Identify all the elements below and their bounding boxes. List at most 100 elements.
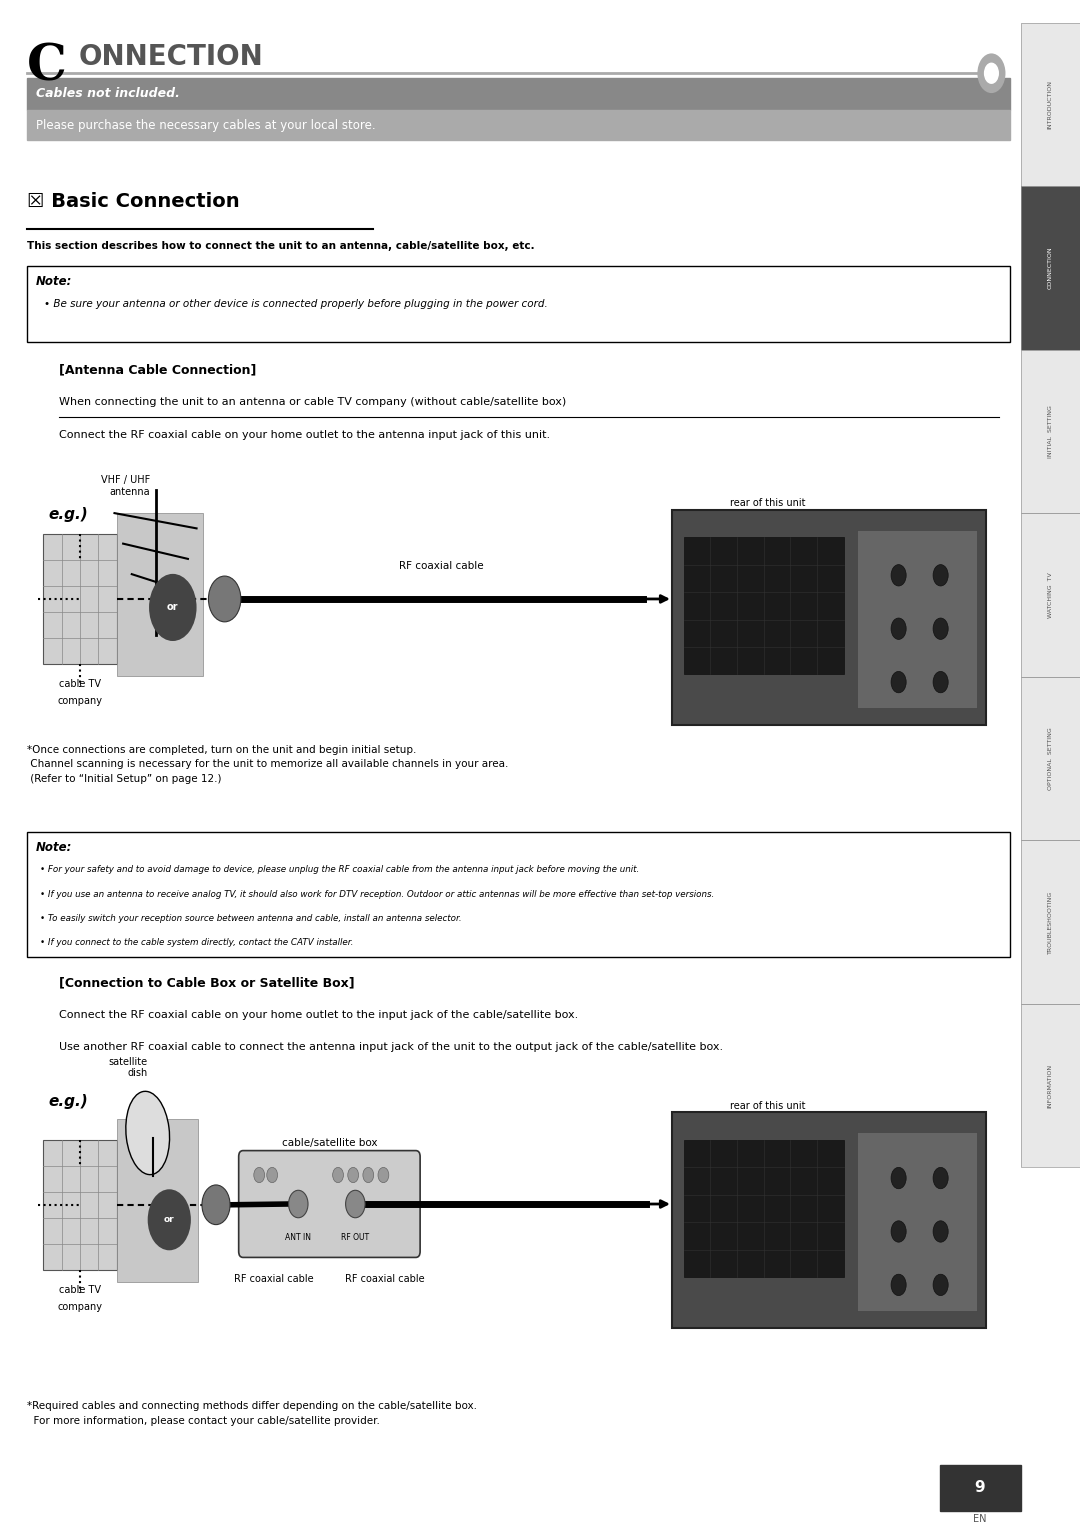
Circle shape: [254, 1167, 265, 1183]
Circle shape: [891, 1221, 906, 1242]
Ellipse shape: [125, 1091, 170, 1175]
Text: cable/satellite box: cable/satellite box: [282, 1137, 377, 1148]
Text: Please purchase the necessary cables at your local store.: Please purchase the necessary cables at …: [36, 119, 375, 131]
Text: e.g.): e.g.): [49, 507, 89, 522]
Circle shape: [363, 1167, 374, 1183]
Text: ANT IN: ANT IN: [285, 1233, 311, 1242]
Circle shape: [933, 671, 948, 693]
Circle shape: [891, 671, 906, 693]
Circle shape: [891, 618, 906, 639]
Bar: [117, 1119, 198, 1282]
Text: rear of this unit: rear of this unit: [730, 497, 805, 508]
Text: EN: EN: [973, 1514, 986, 1524]
Bar: [1021, 841, 1080, 1004]
FancyBboxPatch shape: [239, 1151, 420, 1257]
Bar: [940, 1465, 1021, 1511]
Text: WATCHING  TV: WATCHING TV: [1048, 572, 1053, 618]
Text: or: or: [164, 1215, 175, 1224]
Text: satellite
dish: satellite dish: [109, 1056, 148, 1079]
Bar: [27, 78, 1010, 110]
Text: RF OUT: RF OUT: [341, 1233, 369, 1242]
Bar: [684, 1140, 843, 1277]
Circle shape: [977, 53, 1005, 93]
Text: C: C: [27, 43, 67, 92]
Text: [Connection to Cable Box or Satellite Box]: [Connection to Cable Box or Satellite Bo…: [59, 977, 355, 990]
Bar: [856, 1132, 976, 1311]
Circle shape: [378, 1167, 389, 1183]
Circle shape: [933, 1221, 948, 1242]
Text: INFORMATION: INFORMATION: [1048, 1064, 1053, 1108]
Circle shape: [984, 63, 999, 84]
Circle shape: [333, 1167, 343, 1183]
Text: ONNECTION: ONNECTION: [79, 43, 264, 70]
Bar: [1021, 23, 1080, 186]
Bar: [43, 1140, 117, 1270]
Text: [Antenna Cable Connection]: [Antenna Cable Connection]: [59, 363, 257, 377]
Circle shape: [149, 574, 197, 641]
Bar: [1021, 1004, 1080, 1167]
Circle shape: [346, 1190, 365, 1218]
Circle shape: [933, 1167, 948, 1189]
Text: VHF / UHF
antenna: VHF / UHF antenna: [100, 475, 150, 496]
Circle shape: [208, 577, 241, 623]
Bar: [1021, 349, 1080, 513]
Text: RF coaxial cable: RF coaxial cable: [345, 1274, 424, 1285]
Bar: [1021, 1004, 1080, 1167]
Circle shape: [148, 1189, 191, 1250]
Text: cable TV: cable TV: [59, 1285, 100, 1296]
Circle shape: [933, 565, 948, 586]
Text: RF coaxial cable: RF coaxial cable: [234, 1274, 314, 1285]
Text: Note:: Note:: [36, 841, 72, 855]
Text: Note:: Note:: [36, 275, 72, 288]
Circle shape: [288, 1190, 308, 1218]
Text: • Be sure your antenna or other device is connected properly before plugging in : • Be sure your antenna or other device i…: [44, 299, 548, 310]
Bar: [1021, 186, 1080, 349]
Circle shape: [202, 1184, 230, 1224]
Text: CONNECTION: CONNECTION: [1048, 247, 1053, 290]
Bar: [1021, 349, 1080, 513]
Text: Use another RF coaxial cable to connect the antenna input jack of the unit to th: Use another RF coaxial cable to connect …: [59, 1042, 724, 1053]
Circle shape: [267, 1167, 278, 1183]
Text: • If you connect to the cable system directly, contact the CATV installer.: • If you connect to the cable system dir…: [40, 938, 353, 948]
Bar: [27, 266, 1010, 342]
Text: *Once connections are completed, turn on the unit and begin initial setup.
 Chan: *Once connections are completed, turn on…: [27, 745, 509, 784]
Bar: [684, 537, 843, 674]
Circle shape: [891, 1274, 906, 1296]
Text: OPTIONAL  SETTING: OPTIONAL SETTING: [1048, 728, 1053, 790]
Text: • For your safety and to avoid damage to device, please unplug the RF coaxial ca: • For your safety and to avoid damage to…: [40, 865, 639, 874]
Circle shape: [891, 565, 906, 586]
Text: *Required cables and connecting methods differ depending on the cable/satellite : *Required cables and connecting methods …: [27, 1401, 477, 1425]
Circle shape: [348, 1167, 359, 1183]
Text: TROUBLESHOOTING: TROUBLESHOOTING: [1048, 891, 1053, 954]
Text: This section describes how to connect the unit to an antenna, cable/satellite bo: This section describes how to connect th…: [27, 241, 535, 252]
Bar: [27, 832, 1010, 957]
Text: INTRODUCTION: INTRODUCTION: [1048, 81, 1053, 130]
Bar: [1021, 841, 1080, 1004]
Bar: [1021, 513, 1080, 678]
Circle shape: [933, 1274, 948, 1296]
Text: e.g.): e.g.): [49, 1094, 89, 1109]
Bar: [1021, 186, 1080, 349]
Bar: [43, 534, 117, 664]
Circle shape: [933, 618, 948, 639]
Circle shape: [891, 1167, 906, 1189]
Text: When connecting the unit to an antenna or cable TV company (without cable/satell: When connecting the unit to an antenna o…: [59, 397, 567, 407]
Bar: [27, 110, 1010, 140]
FancyBboxPatch shape: [672, 510, 986, 725]
Text: Connect the RF coaxial cable on your home outlet to the antenna input jack of th: Connect the RF coaxial cable on your hom…: [59, 430, 551, 441]
Text: company: company: [57, 696, 103, 707]
Text: INITIAL  SETTING: INITIAL SETTING: [1048, 406, 1053, 458]
Text: cable TV: cable TV: [59, 679, 100, 690]
Bar: [1021, 678, 1080, 841]
Bar: [1021, 678, 1080, 841]
Text: • To easily switch your reception source between antenna and cable, install an a: • To easily switch your reception source…: [40, 914, 461, 923]
Text: Cables not included.: Cables not included.: [36, 87, 179, 101]
Text: ☒ Basic Connection: ☒ Basic Connection: [27, 192, 240, 211]
Text: or: or: [167, 603, 178, 612]
Bar: [117, 513, 203, 676]
Text: rear of this unit: rear of this unit: [730, 1100, 805, 1111]
Bar: [856, 530, 976, 708]
Text: company: company: [57, 1302, 103, 1312]
FancyBboxPatch shape: [672, 1112, 986, 1328]
Text: 9: 9: [974, 1480, 985, 1495]
